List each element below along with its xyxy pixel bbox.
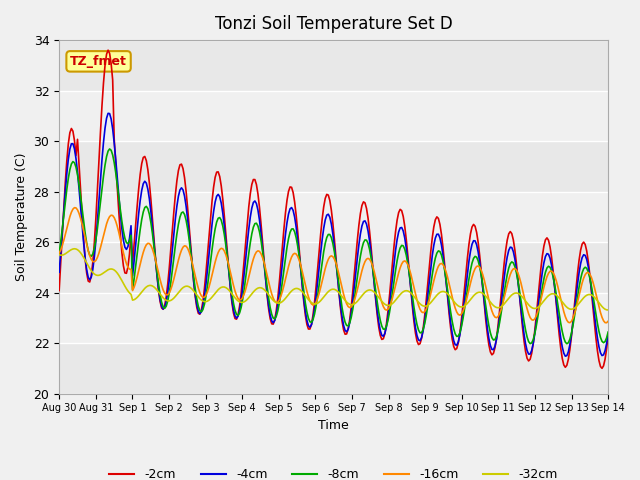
Bar: [59, 141, 608, 192]
X-axis label: Time: Time: [318, 419, 349, 432]
-16cm: [124, 264, 132, 270]
Bar: [59, 293, 608, 343]
-8cm: [239, 297, 246, 302]
-8cm: [220, 231, 228, 237]
-8cm: [248, 231, 255, 237]
-32cm: [220, 284, 228, 290]
-32cm: [239, 300, 246, 305]
-4cm: [104, 110, 112, 116]
Bar: [59, 343, 608, 394]
Line: -32cm: -32cm: [59, 249, 608, 310]
-32cm: [297, 288, 305, 293]
-8cm: [563, 341, 571, 347]
-16cm: [55, 250, 63, 256]
-8cm: [297, 265, 305, 271]
Line: -8cm: -8cm: [59, 149, 608, 344]
-4cm: [297, 267, 305, 273]
-8cm: [577, 276, 584, 282]
-2cm: [124, 264, 132, 270]
-16cm: [248, 262, 255, 267]
-2cm: [604, 333, 612, 338]
-8cm: [604, 329, 612, 335]
-16cm: [603, 320, 611, 325]
Bar: [59, 40, 608, 91]
-4cm: [220, 223, 228, 229]
-4cm: [577, 261, 584, 266]
Bar: [59, 91, 608, 141]
Line: -16cm: -16cm: [59, 208, 608, 323]
-4cm: [561, 353, 569, 359]
-16cm: [70, 205, 78, 211]
-2cm: [575, 257, 583, 263]
Bar: [59, 242, 608, 293]
-32cm: [248, 291, 255, 297]
-2cm: [55, 288, 63, 293]
-2cm: [598, 365, 606, 371]
-4cm: [124, 243, 132, 249]
-16cm: [575, 292, 583, 298]
-2cm: [248, 181, 255, 187]
Legend: -2cm, -4cm, -8cm, -16cm, -32cm: -2cm, -4cm, -8cm, -16cm, -32cm: [104, 464, 563, 480]
-32cm: [575, 300, 583, 306]
-16cm: [239, 295, 246, 300]
Bar: [59, 192, 608, 242]
Text: TZ_fmet: TZ_fmet: [70, 55, 127, 68]
-8cm: [55, 250, 63, 256]
-8cm: [124, 241, 132, 247]
-32cm: [604, 307, 612, 313]
Title: Tonzi Soil Temperature Set D: Tonzi Soil Temperature Set D: [215, 15, 452, 33]
-4cm: [248, 205, 255, 211]
-2cm: [104, 48, 112, 53]
-32cm: [55, 252, 63, 258]
-2cm: [220, 213, 228, 218]
-16cm: [604, 318, 612, 324]
-4cm: [55, 269, 63, 275]
-32cm: [124, 288, 132, 294]
-16cm: [220, 248, 228, 254]
-2cm: [239, 275, 246, 280]
Line: -4cm: -4cm: [59, 113, 608, 356]
-4cm: [239, 286, 246, 291]
Line: -2cm: -2cm: [59, 50, 608, 368]
Y-axis label: Soil Temperature (C): Soil Temperature (C): [15, 153, 28, 281]
-2cm: [297, 265, 305, 271]
-8cm: [106, 146, 113, 152]
-32cm: [70, 246, 78, 252]
-4cm: [604, 331, 612, 336]
-16cm: [297, 263, 305, 268]
